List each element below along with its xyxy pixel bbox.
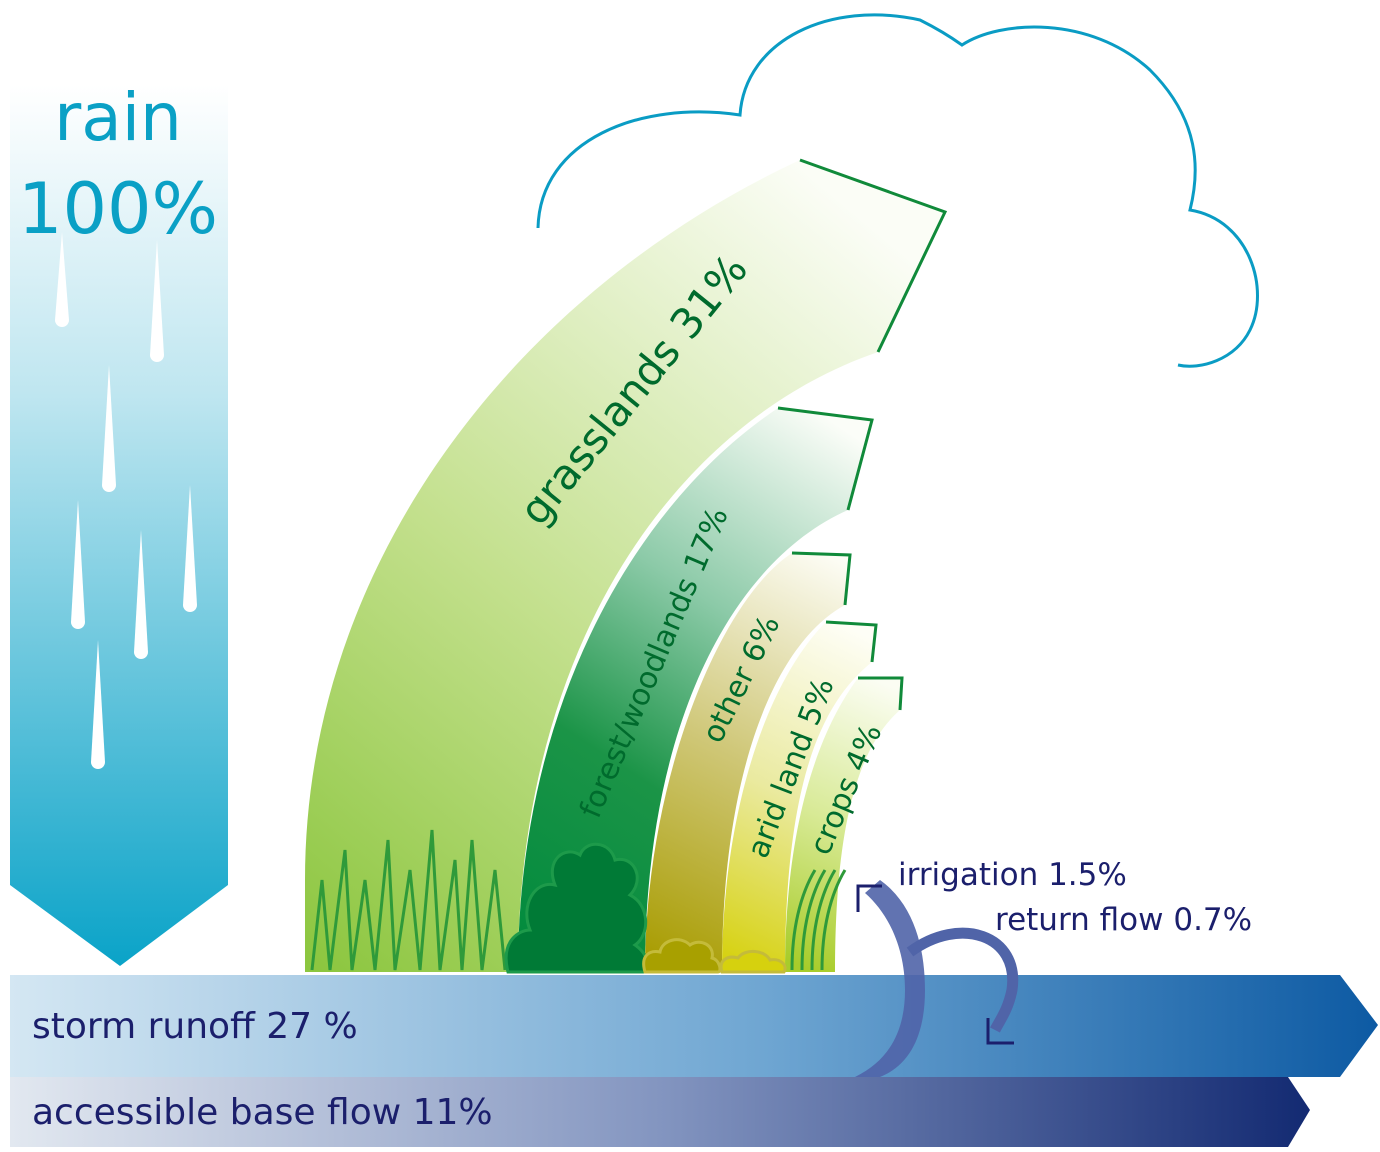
base-flow-arrow [10, 1077, 1310, 1147]
band-other [645, 553, 850, 972]
rain-label: rain [54, 79, 182, 156]
raindrop-icon [183, 485, 197, 612]
base-flow-label: accessible base flow 11% [32, 1092, 493, 1133]
crops-icon [790, 869, 847, 971]
raindrop-icon [71, 500, 85, 629]
rain-arrow: rain 100% [10, 79, 228, 966]
cloud-outline [536, 13, 1259, 368]
bracket-forest [777, 406, 874, 511]
band-forest [518, 408, 872, 972]
irrigation-arrowhead-icon [856, 884, 882, 912]
bracket-other [791, 551, 852, 606]
rain-percent: 100% [18, 168, 218, 250]
shrub-icon-right [719, 950, 787, 974]
band-crops [785, 678, 902, 972]
bracket-crops [858, 676, 904, 711]
raindrop-icon [150, 240, 164, 362]
return-flow-arrowhead-icon [986, 1018, 1014, 1045]
band-grasslands [305, 160, 945, 972]
raindrop-icon [134, 530, 148, 659]
raindrop-icons [55, 232, 197, 769]
storm-runoff-label: storm runoff 27 % [32, 1006, 358, 1047]
bush-icon [504, 842, 650, 974]
grass-icon [310, 829, 507, 971]
bracket-arid [825, 620, 878, 663]
land-use-bands [305, 160, 945, 972]
irrigation-label: irrigation 1.5% [898, 857, 1127, 893]
raindrop-icon [91, 640, 105, 769]
return-flow-arrow [906, 927, 1019, 1033]
band-arid-land [722, 622, 876, 972]
raindrop-icon [55, 232, 69, 327]
return-flow-label: return flow 0.7% [995, 902, 1252, 938]
irrigation-arrow [855, 880, 925, 1077]
raindrop-icon [102, 365, 116, 492]
bracket-grasslands [799, 158, 948, 353]
storm-runoff-arrow [10, 975, 1378, 1077]
band-brackets [777, 158, 948, 711]
shrub-icon-left [642, 938, 722, 974]
